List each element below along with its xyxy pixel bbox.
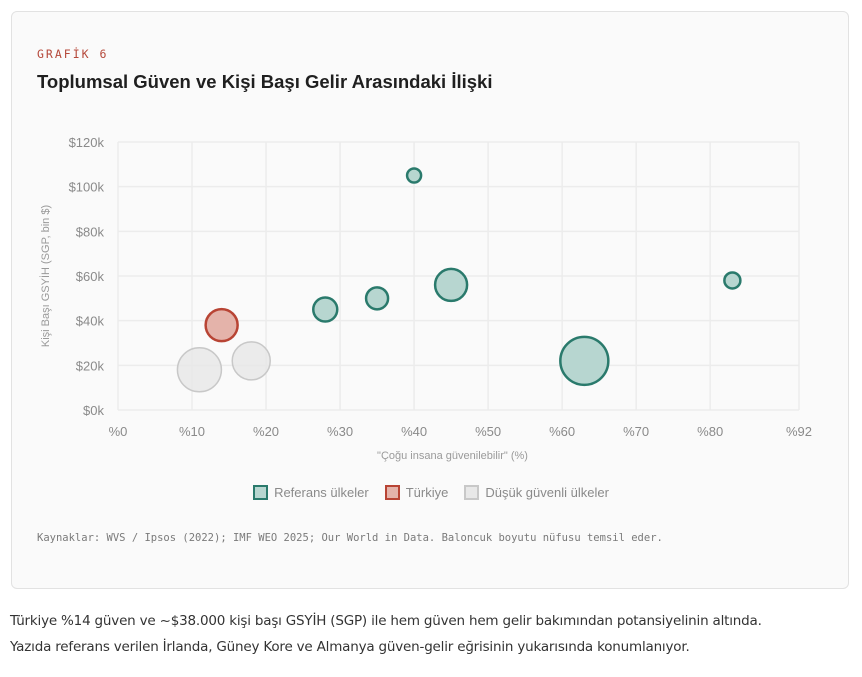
bubble-lowtrust[interactable]	[176, 347, 223, 393]
source-note: Kaynaklar: WVS / Ipsos (2022); IMF WEO 2…	[37, 532, 663, 544]
chart-card: GRAFİK 6 Toplumsal Güven ve Kişi Başı Ge…	[11, 11, 849, 589]
legend-swatch-turkey	[384, 485, 400, 500]
legend-swatch-lowtrust	[464, 485, 480, 500]
legend: Referans ülkeler Türkiye Düşük güvenli ü…	[12, 485, 850, 500]
bubble-reference[interactable]	[364, 286, 390, 311]
x-tick-label: %70	[623, 424, 649, 439]
y-tick-label: $0k	[83, 403, 104, 418]
bubble-reference[interactable]	[559, 335, 610, 387]
bubble-reference[interactable]	[433, 267, 469, 303]
y-tick-label: $40k	[76, 314, 105, 329]
y-tick-label: $120k	[69, 135, 105, 150]
x-tick-label: %0	[109, 424, 128, 439]
y-axis-label: Kişi Başı GSYİH (SGP, bin $)	[39, 205, 52, 347]
legend-label-lowtrust: Düşük güvenli ülkeler	[485, 485, 609, 500]
bubble-lowtrust[interactable]	[231, 341, 271, 381]
bubble-turkey[interactable]	[204, 307, 239, 343]
caption: Türkiye %14 güven ve ~$38.000 kişi başı …	[10, 608, 855, 660]
y-tick-label: $60k	[76, 269, 105, 284]
x-tick-label: %10	[179, 424, 205, 439]
y-tick-label: $100k	[69, 180, 105, 195]
x-tick-label: %60	[549, 424, 575, 439]
caption-line-1: Türkiye %14 güven ve ~$38.000 kişi başı …	[10, 613, 762, 629]
legend-item-turkey[interactable]: Türkiye	[384, 485, 449, 500]
legend-item-lowtrust[interactable]: Düşük güvenli ülkeler	[464, 485, 609, 500]
legend-label-reference: Referans ülkeler	[274, 485, 369, 500]
bubble-chart: %0 %10 %20 %30 %40 %50 %60 %70 %80 %92 $0k $20k $40…	[39, 135, 812, 462]
x-tick-label: %80	[697, 424, 723, 439]
y-tick-label: $20k	[76, 358, 105, 373]
bubbles	[176, 167, 742, 393]
caption-line-2: Yazıda referans verilen İrlanda, Güney K…	[10, 639, 690, 655]
y-axis-ticks: $0k $20k $40k $60k $80k $100k $120k	[69, 135, 105, 418]
x-tick-label: %20	[253, 424, 279, 439]
figure-label: GRAFİK 6	[37, 47, 109, 61]
x-tick-label: %30	[327, 424, 353, 439]
bubble-reference[interactable]	[723, 271, 742, 290]
x-axis-ticks: %0 %10 %20 %30 %40 %50 %60 %70 %80 %92	[109, 424, 812, 439]
x-tick-label: %40	[401, 424, 427, 439]
chart-title: Toplumsal Güven ve Kişi Başı Gelir Arası…	[37, 71, 493, 92]
bubble-reference[interactable]	[312, 296, 339, 323]
x-tick-label: %92	[786, 424, 812, 439]
y-tick-label: $80k	[76, 224, 105, 239]
x-tick-label: %50	[475, 424, 501, 439]
legend-item-reference[interactable]: Referans ülkeler	[253, 485, 369, 500]
bubble-reference[interactable]	[405, 167, 423, 184]
x-axis-label: "Çoğu insana güvenilebilir" (%)	[377, 450, 528, 462]
legend-label-turkey: Türkiye	[405, 485, 449, 500]
legend-swatch-reference	[253, 485, 269, 500]
